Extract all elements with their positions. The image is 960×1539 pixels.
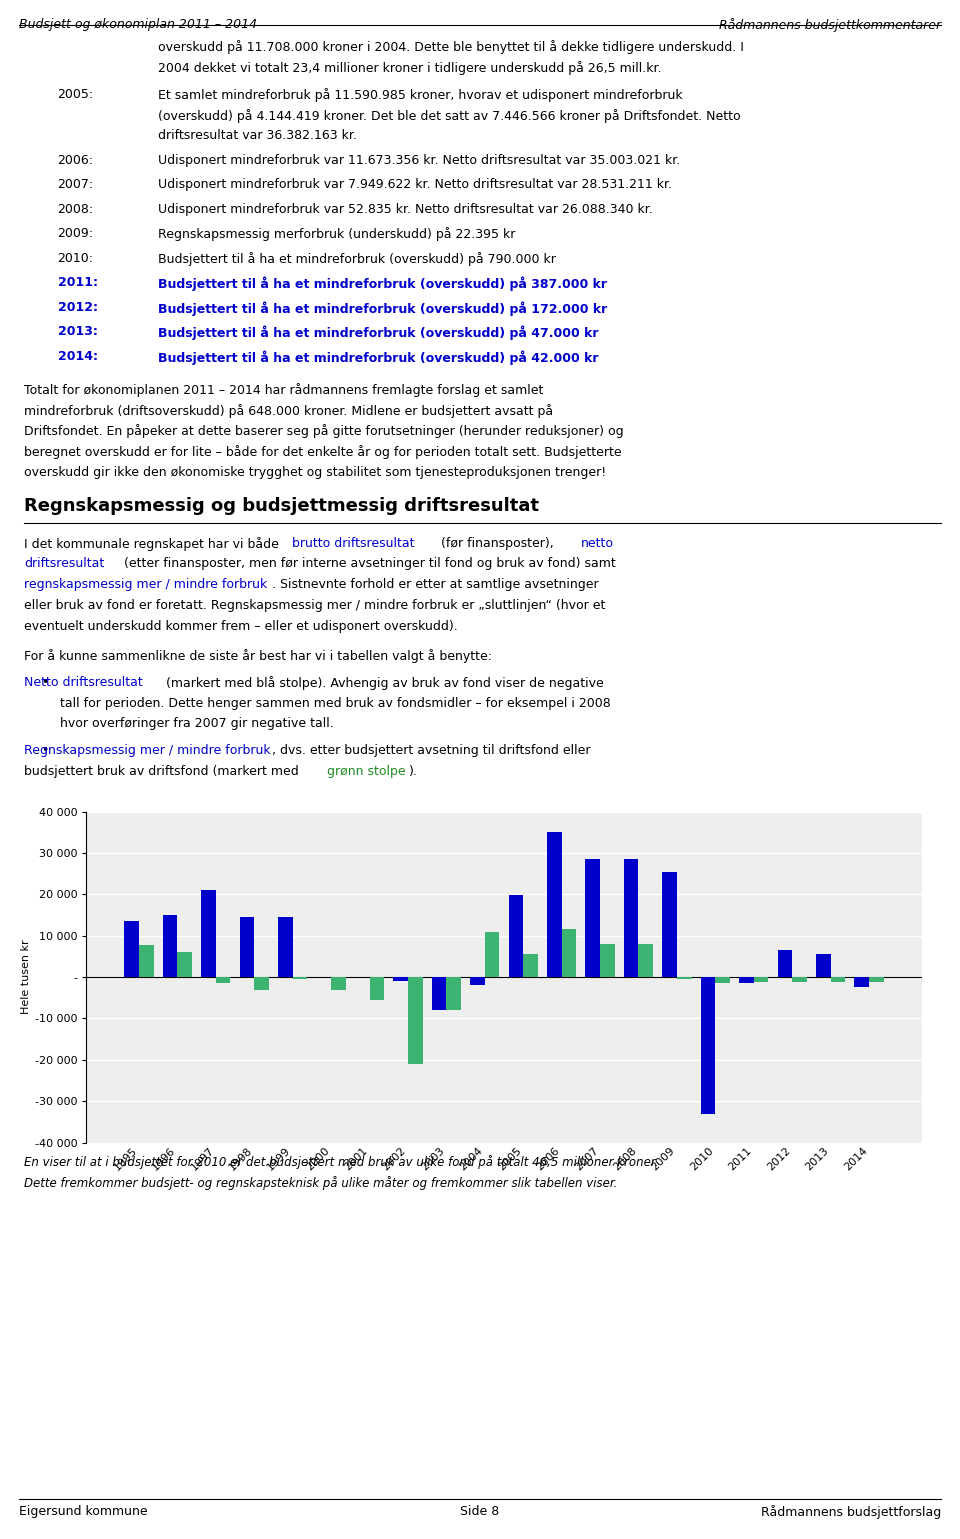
Text: (før finansposter),: (før finansposter), [437,537,557,549]
Text: Et samlet mindreforbruk på 11.590.985 kroner, hvorav et udisponert mindreforbruk: Et samlet mindreforbruk på 11.590.985 kr… [158,88,683,102]
Bar [408,977,422,1063]
Bar [562,930,576,977]
Text: Totalt for økonomiplanen 2011 – 2014 har rådmannens fremlagte forslag et samlet: Totalt for økonomiplanen 2011 – 2014 har… [24,383,543,397]
Text: overskudd på 11.708.000 kroner i 2004. Dette ble benyttet til å dekke tidligere : overskudd på 11.708.000 kroner i 2004. D… [158,40,744,54]
Text: overskudd gir ikke den økonomiske trygghet og stabilitet som tjenesteproduksjone: overskudd gir ikke den økonomiske tryggh… [24,466,607,479]
Text: regnskapsmessig mer / mindre forbruk: regnskapsmessig mer / mindre forbruk [24,579,267,591]
Text: Budsjettert til å ha et mindreforbruk (overskudd) på 387.000 kr: Budsjettert til å ha et mindreforbruk (o… [158,277,608,291]
Text: grønn stolpe: grønn stolpe [326,765,405,779]
Bar [854,977,869,988]
Text: eller bruk av fond er foretatt. Regnskapsmessig mer / mindre forbruk er „sluttli: eller bruk av fond er foretatt. Regnskap… [24,599,606,613]
Text: 2007:: 2007: [58,179,94,191]
Text: Budsjettert til å ha et mindreforbruk (overskudd) på 172.000 kr: Budsjettert til å ha et mindreforbruk (o… [158,302,608,315]
Text: tall for perioden. Dette henger sammen med bruk av fondsmidler – for eksempel i : tall for perioden. Dette henger sammen m… [60,697,612,709]
Text: (etter finansposter, men før interne avsetninger til fond og bruk av fond) samt: (etter finansposter, men før interne avs… [120,557,616,571]
Text: Budsjettert til å ha et mindreforbruk (overskudd) på 790.000 kr: Budsjettert til å ha et mindreforbruk (o… [158,252,556,266]
Bar [446,977,461,1010]
Text: 2004 dekket vi totalt 23,4 millioner kroner i tidligere underskudd på 26,5 mill.: 2004 dekket vi totalt 23,4 millioner kro… [158,62,661,75]
Text: Budsjettert til å ha et mindreforbruk (overskudd) på 42.000 kr: Budsjettert til å ha et mindreforbruk (o… [158,349,599,365]
Text: driftsresultat: driftsresultat [24,557,105,571]
Text: beregnet overskudd er for lite – både for det enkelte år og for perioden totalt : beregnet overskudd er for lite – både fo… [24,445,622,459]
Text: . Sistnevnte forhold er etter at samtlige avsetninger: . Sistnevnte forhold er etter at samtlig… [272,579,598,591]
Bar [754,977,768,982]
Bar [293,977,307,979]
Bar [869,977,883,982]
Text: En viser til at i budsjettet for 2010 er det budsjettert med bruk av ulike fond : En viser til at i budsjettet for 2010 er… [24,1154,659,1168]
Text: (overskudd) på 4.144.419 kroner. Det ble det satt av 7.446.566 kroner på Driftsf: (overskudd) på 4.144.419 kroner. Det ble… [158,109,741,123]
Bar [677,977,691,979]
Bar [586,859,600,977]
Text: 2009:: 2009: [58,228,93,240]
Bar [816,954,830,977]
Bar [202,890,216,977]
Text: •: • [41,745,49,757]
Text: driftsresultat var 36.382.163 kr.: driftsresultat var 36.382.163 kr. [158,129,357,142]
Bar [523,954,538,977]
Text: brutto driftsresultat: brutto driftsresultat [292,537,415,549]
Text: Regnskapsmessig merforbruk (underskudd) på 22.395 kr: Regnskapsmessig merforbruk (underskudd) … [158,228,516,242]
Text: Dette fremkommer budsjett- og regnskapsteknisk på ulike måter og fremkommer slik: Dette fremkommer budsjett- og regnskapst… [24,1176,617,1190]
Bar [240,917,254,977]
Bar [778,950,792,977]
Text: 2012:: 2012: [58,302,98,314]
Bar [432,977,446,1010]
Bar [739,977,754,983]
Text: 2005:: 2005: [58,88,94,100]
Bar [216,977,230,983]
Text: Udisponert mindreforbruk var 52.835 kr. Netto driftsresultat var 26.088.340 kr.: Udisponert mindreforbruk var 52.835 kr. … [158,203,653,215]
Bar [624,859,638,977]
Bar [600,945,614,977]
Text: Budsjettert til å ha et mindreforbruk (overskudd) på 47.000 kr: Budsjettert til å ha et mindreforbruk (o… [158,325,599,340]
Bar [662,871,677,977]
Bar [394,977,408,982]
Text: Netto driftsresultat: Netto driftsresultat [24,676,143,689]
Text: I det kommunale regnskapet har vi både: I det kommunale regnskapet har vi både [24,537,283,551]
Text: mindreforbruk (driftsoverskudd) på 648.000 kroner. Midlene er budsjettert avsatt: mindreforbruk (driftsoverskudd) på 648.0… [24,403,553,417]
Bar [163,916,178,977]
Text: , dvs. etter budsjettert avsetning til driftsfond eller: , dvs. etter budsjettert avsetning til d… [272,745,590,757]
Bar [701,977,715,1114]
Bar [715,977,730,983]
Text: 2010:: 2010: [58,252,93,265]
Bar [331,977,346,990]
Bar [470,977,485,985]
Bar [254,977,269,990]
Text: ).: ). [409,765,418,779]
Y-axis label: Hele tusen kr: Hele tusen kr [20,940,31,1014]
Bar [547,833,562,977]
Text: Rådmannens budsjettforslag: Rådmannens budsjettforslag [760,1505,941,1519]
Text: Regnskapsmessig mer / mindre forbruk: Regnskapsmessig mer / mindre forbruk [24,745,271,757]
Bar [638,943,653,977]
Text: 2008:: 2008: [58,203,94,215]
Text: Side 8: Side 8 [461,1505,499,1517]
Text: For å kunne sammenlikne de siste år best har vi i tabellen valgt å benytte:: For å kunne sammenlikne de siste år best… [24,649,492,663]
Text: (markert med blå stolpe). Avhengig av bruk av fond viser de negative: (markert med blå stolpe). Avhengig av br… [161,676,603,689]
Bar [830,977,845,982]
Bar [139,945,154,977]
Text: eventuelt underskudd kommer frem – eller et udisponert overskudd).: eventuelt underskudd kommer frem – eller… [24,620,458,633]
Text: budsjettert bruk av driftsfond (markert med: budsjettert bruk av driftsfond (markert … [24,765,302,779]
Text: Budsjett og økonomiplan 2011 – 2014: Budsjett og økonomiplan 2011 – 2014 [19,18,257,31]
Text: Regnskapsmessig og budsjettmessig driftsresultat: Regnskapsmessig og budsjettmessig drifts… [24,497,539,516]
Text: 2006:: 2006: [58,154,93,166]
Bar [370,977,384,1000]
Text: Udisponert mindreforbruk var 11.673.356 kr. Netto driftsresultat var 35.003.021 : Udisponert mindreforbruk var 11.673.356 … [158,154,681,166]
Text: Udisponert mindreforbruk var 7.949.622 kr. Netto driftsresultat var 28.531.211 k: Udisponert mindreforbruk var 7.949.622 k… [158,179,672,191]
Text: 2013:: 2013: [58,325,98,339]
Bar [509,896,523,977]
Text: Rådmannens budsjettkommentarer: Rådmannens budsjettkommentarer [719,18,941,32]
Bar [278,917,293,977]
Bar [125,922,139,977]
Text: netto: netto [581,537,613,549]
Bar [792,977,806,982]
Text: •: • [41,676,49,689]
Text: 2011:: 2011: [58,277,98,289]
Text: Driftsfondet. En påpeker at dette baserer seg på gitte forutsetninger (herunder : Driftsfondet. En påpeker at dette basere… [24,425,624,439]
Text: hvor overføringer fra 2007 gir negative tall.: hvor overføringer fra 2007 gir negative … [60,717,334,731]
Text: 2014:: 2014: [58,349,98,363]
Text: Eigersund kommune: Eigersund kommune [19,1505,148,1517]
Bar [178,953,192,977]
Bar [485,931,499,977]
